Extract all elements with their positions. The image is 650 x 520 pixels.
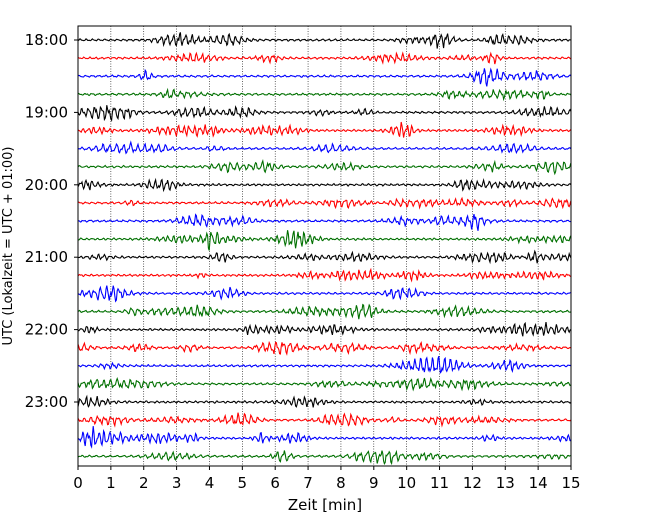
x-tick-label: 15: [561, 474, 580, 492]
y-tick-label: 23:00: [25, 393, 68, 411]
plot-frame: [77, 25, 572, 467]
seismogram-trace: [77, 249, 572, 265]
x-tick-label: 0: [73, 474, 83, 492]
seismogram-trace: [77, 340, 571, 356]
seismogram-trace: [77, 140, 572, 155]
x-tick-label: 7: [303, 474, 313, 492]
seismogram-trace: [77, 105, 572, 122]
seismogram-trace: [77, 285, 571, 303]
seismogram-trace: [77, 67, 572, 87]
x-axis-ticks: 0 1 2 3 4 5 6 7 8 9 10 11 12 13 14 15: [73, 466, 581, 492]
seismogram-trace: [77, 426, 571, 449]
x-tick-label: 9: [369, 474, 379, 492]
seismogram-trace: [77, 32, 571, 49]
seismogram-trace: [77, 213, 571, 231]
y-tick-label: 22:00: [25, 321, 68, 339]
seismogram-trace: [77, 356, 572, 374]
x-tick-label: 11: [430, 474, 449, 492]
y-axis-label: UTC (Lokalzeit = UTC + 01:00): [1, 147, 16, 346]
trace-group: [77, 32, 572, 466]
seismogram-trace: [77, 177, 572, 193]
x-tick-label: 8: [336, 474, 346, 492]
seismogram-trace: [77, 377, 572, 392]
seismogram-trace: [77, 412, 572, 428]
y-tick-label: 20:00: [25, 176, 68, 194]
x-tick-label: 2: [139, 474, 149, 492]
seismogram-trace: [77, 321, 572, 337]
x-tick-label: 14: [529, 474, 548, 492]
y-tick-label: 19:00: [25, 103, 68, 121]
seismogram-trace: [77, 121, 572, 138]
x-tick-label: 13: [496, 474, 515, 492]
seismogram-trace: [77, 51, 572, 65]
seismogram-trace: [77, 303, 571, 320]
y-tick-label: 18:00: [25, 31, 68, 49]
seismogram-trace: [77, 196, 572, 210]
seismogram-trace: [77, 87, 572, 102]
y-axis-ticks: 18:00 19:00 20:00 21:00 22:00 23:00: [25, 31, 78, 411]
x-tick-label: 5: [238, 474, 248, 492]
seismogram-trace: [77, 394, 572, 408]
x-axis-label: Zeit [min]: [288, 496, 362, 514]
x-tick-label: 10: [397, 474, 416, 492]
seismogram-trace: [77, 230, 572, 251]
seismogram-trace: [77, 159, 572, 176]
y-tick-label: 21:00: [25, 248, 68, 266]
seismogram-trace: [77, 449, 571, 466]
x-tick-label: 1: [106, 474, 116, 492]
x-tick-label: 4: [205, 474, 215, 492]
x-tick-label: 3: [172, 474, 182, 492]
x-tick-label: 12: [463, 474, 482, 492]
seismogram-trace: [77, 267, 572, 283]
x-tick-label: 6: [270, 474, 280, 492]
grid-lines: [110, 26, 539, 466]
